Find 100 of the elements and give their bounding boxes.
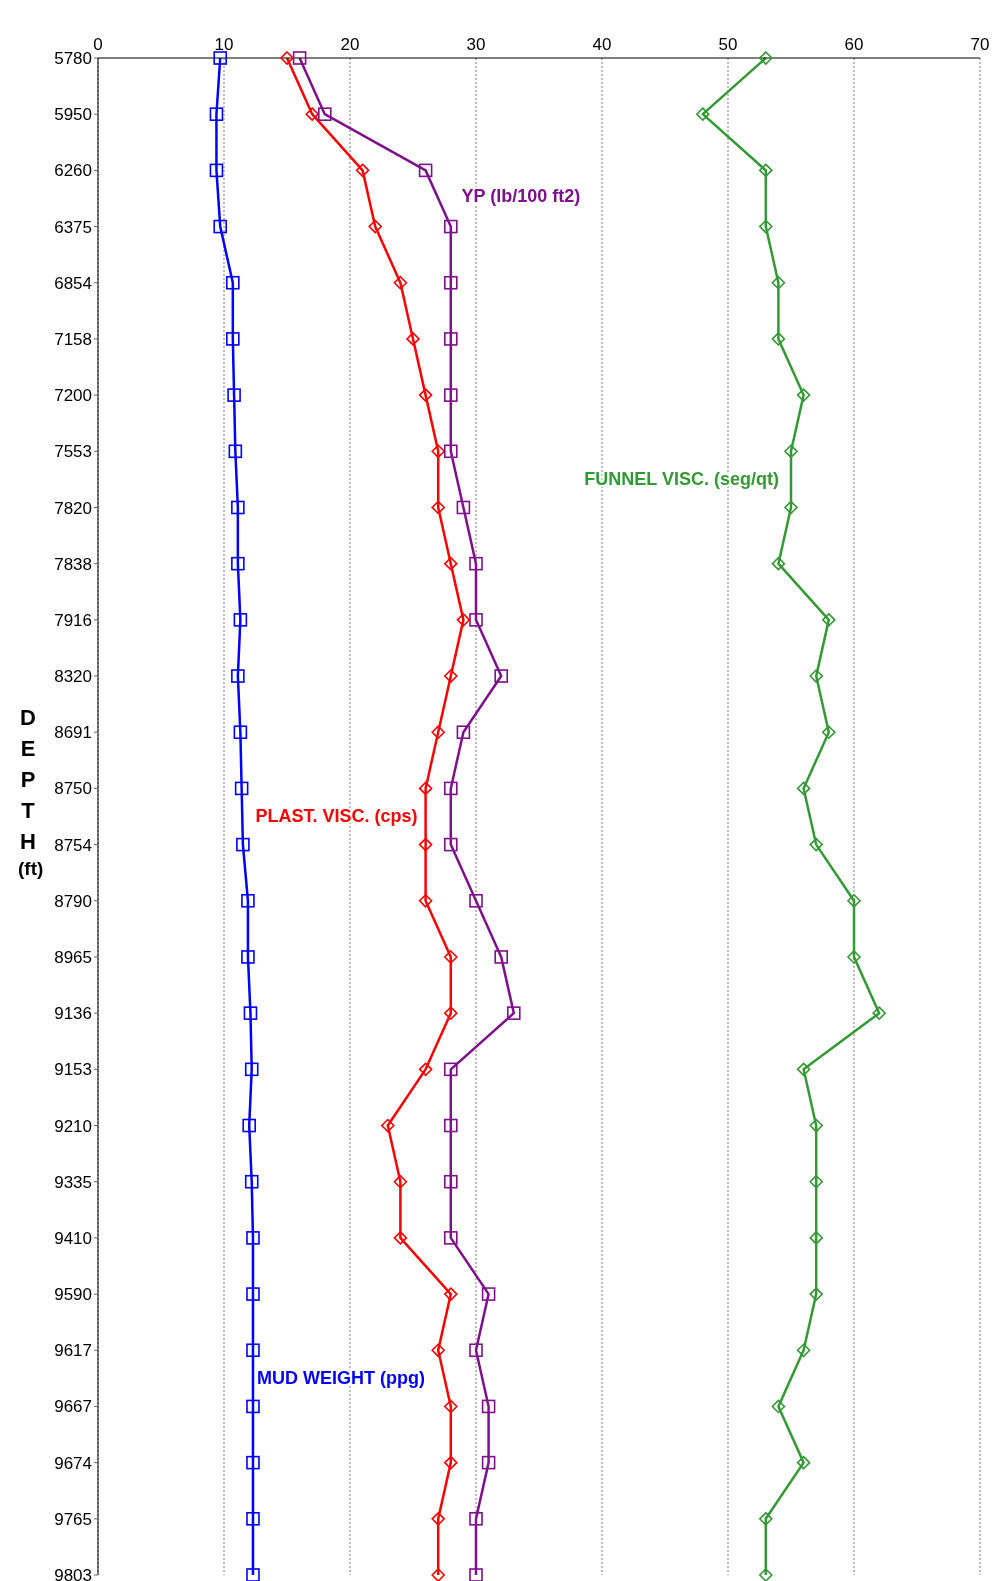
y-tick-label: 6854 bbox=[54, 273, 92, 293]
point bbox=[809, 1231, 823, 1245]
point bbox=[246, 1512, 260, 1526]
point bbox=[226, 332, 240, 346]
point bbox=[236, 837, 250, 852]
point bbox=[469, 1568, 483, 1581]
point bbox=[406, 332, 420, 346]
point bbox=[444, 1006, 458, 1020]
point bbox=[481, 1455, 496, 1470]
y-tick-label: 8691 bbox=[54, 723, 92, 743]
point bbox=[233, 725, 248, 740]
point bbox=[444, 669, 458, 683]
point bbox=[809, 1287, 823, 1301]
point bbox=[456, 500, 471, 515]
y-tick-label: 9667 bbox=[54, 1397, 92, 1417]
point bbox=[231, 500, 245, 515]
point bbox=[809, 1174, 823, 1189]
point bbox=[796, 1062, 811, 1077]
point bbox=[469, 893, 483, 908]
y-tick-label: 8790 bbox=[54, 891, 92, 911]
point bbox=[418, 1062, 433, 1077]
point bbox=[796, 1455, 811, 1470]
point bbox=[444, 388, 458, 402]
y-tick-label: 9617 bbox=[54, 1341, 92, 1361]
point bbox=[444, 444, 458, 459]
point bbox=[246, 1399, 260, 1414]
y-tick-label: 7916 bbox=[54, 610, 92, 630]
y-tick-label: 9590 bbox=[54, 1285, 92, 1305]
point bbox=[809, 1118, 823, 1133]
y-tick-label: 9210 bbox=[54, 1116, 92, 1136]
y-tick-label: 7838 bbox=[54, 554, 92, 574]
point bbox=[246, 1231, 260, 1245]
point bbox=[444, 1174, 458, 1189]
point bbox=[847, 893, 861, 908]
point bbox=[431, 725, 445, 740]
y-tick-label: 9153 bbox=[54, 1060, 92, 1080]
y-tick-label: 5950 bbox=[54, 105, 92, 125]
point bbox=[228, 444, 243, 459]
point bbox=[242, 1118, 256, 1133]
point bbox=[456, 725, 471, 740]
point bbox=[784, 444, 798, 459]
x-tick-label: 60 bbox=[844, 35, 864, 54]
point bbox=[759, 51, 773, 65]
y-tick-label: 9335 bbox=[54, 1172, 92, 1192]
point bbox=[696, 107, 710, 121]
point bbox=[444, 1062, 458, 1077]
point bbox=[444, 332, 458, 346]
point bbox=[456, 613, 471, 627]
point bbox=[431, 1568, 445, 1581]
series-label: YP (lb/100 ft2) bbox=[461, 186, 581, 207]
point bbox=[233, 613, 248, 627]
point bbox=[241, 893, 255, 908]
y-tick-label: 6375 bbox=[54, 217, 92, 237]
y-tick-label: 7200 bbox=[54, 386, 92, 406]
point bbox=[784, 500, 798, 515]
point bbox=[227, 388, 241, 402]
x-tick-label: 50 bbox=[718, 35, 738, 54]
y-axis-title: DEPTH (ft) bbox=[16, 704, 45, 881]
y-tick-label: 9136 bbox=[54, 1004, 92, 1024]
point bbox=[243, 1006, 258, 1020]
x-tick-label: 10 bbox=[214, 35, 234, 54]
point bbox=[469, 556, 483, 571]
point bbox=[481, 1399, 496, 1414]
y-tick-label: 7553 bbox=[54, 442, 92, 462]
y-tick-label: 7158 bbox=[54, 329, 92, 349]
y-tick-label: 9803 bbox=[54, 1566, 92, 1581]
point bbox=[444, 781, 458, 796]
point bbox=[318, 107, 332, 121]
point bbox=[469, 1343, 483, 1358]
point bbox=[444, 1231, 458, 1245]
point bbox=[444, 950, 458, 964]
y-tick-label: 8965 bbox=[54, 948, 92, 967]
point bbox=[431, 1512, 445, 1526]
point bbox=[771, 275, 786, 290]
point bbox=[809, 837, 823, 852]
y-tick-label: 8754 bbox=[54, 835, 92, 855]
point bbox=[444, 1118, 458, 1133]
point bbox=[444, 556, 458, 571]
point bbox=[418, 163, 433, 178]
point bbox=[444, 1399, 458, 1414]
point bbox=[796, 388, 811, 402]
point bbox=[847, 950, 861, 964]
point bbox=[507, 1006, 521, 1020]
y-tick-label: 5780 bbox=[54, 49, 92, 69]
point bbox=[209, 107, 224, 121]
series-label: FUNNEL VISC. (seg/qt) bbox=[584, 469, 779, 490]
point bbox=[231, 556, 245, 571]
point bbox=[244, 1174, 259, 1189]
x-tick-label: 40 bbox=[592, 35, 612, 54]
point bbox=[759, 1512, 773, 1526]
point bbox=[280, 51, 294, 65]
point bbox=[246, 1287, 260, 1301]
point bbox=[759, 1568, 773, 1581]
point bbox=[872, 1006, 886, 1020]
point bbox=[469, 1512, 483, 1526]
point bbox=[209, 163, 224, 178]
point bbox=[244, 1062, 259, 1077]
point bbox=[246, 1568, 260, 1581]
x-tick-label: 20 bbox=[340, 35, 360, 54]
point bbox=[431, 444, 445, 459]
